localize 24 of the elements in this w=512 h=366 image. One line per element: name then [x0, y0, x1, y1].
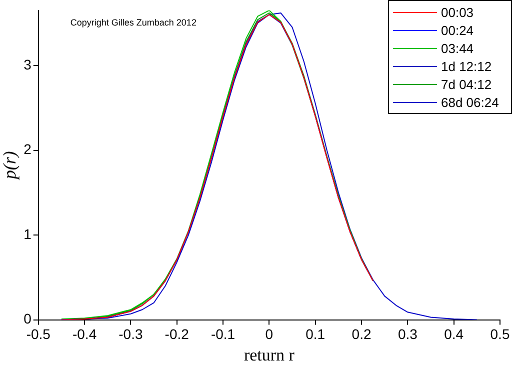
x-tick-label: 0.4: [444, 326, 464, 342]
x-tick-label: 0: [265, 326, 274, 342]
legend-label: 00:24: [441, 22, 475, 38]
x-tick-label: 0.5: [490, 326, 510, 342]
y-tick-label: 0: [24, 310, 32, 327]
legend-label: 00:03: [441, 4, 475, 20]
y-tick-label: 2: [24, 141, 32, 158]
legend-label: 1d 12:12: [441, 58, 493, 74]
y-axis-title: p(r): [0, 151, 20, 182]
x-tick-label: -0.1: [210, 326, 236, 342]
legend-label: 03:44: [441, 40, 475, 56]
x-tick-label: 0.1: [306, 326, 326, 342]
x-tick-label: -0.4: [72, 326, 97, 342]
x-tick-label: -0.3: [118, 326, 143, 342]
y-tick-label: 1: [24, 226, 32, 242]
annotation: Copyright Gilles Zumbach 2012: [70, 17, 196, 28]
legend-label: 68d 06:24: [441, 94, 500, 110]
x-tick-label: -0.2: [164, 326, 190, 342]
x-tick-label: 0.2: [352, 326, 372, 342]
y-tick-label: 3: [24, 56, 32, 72]
legend-label: 7d 04:12: [441, 76, 493, 92]
x-tick-label: -0.5: [26, 326, 51, 342]
x-tick-label: 0.3: [398, 326, 418, 342]
x-axis-title: return r: [244, 345, 295, 364]
